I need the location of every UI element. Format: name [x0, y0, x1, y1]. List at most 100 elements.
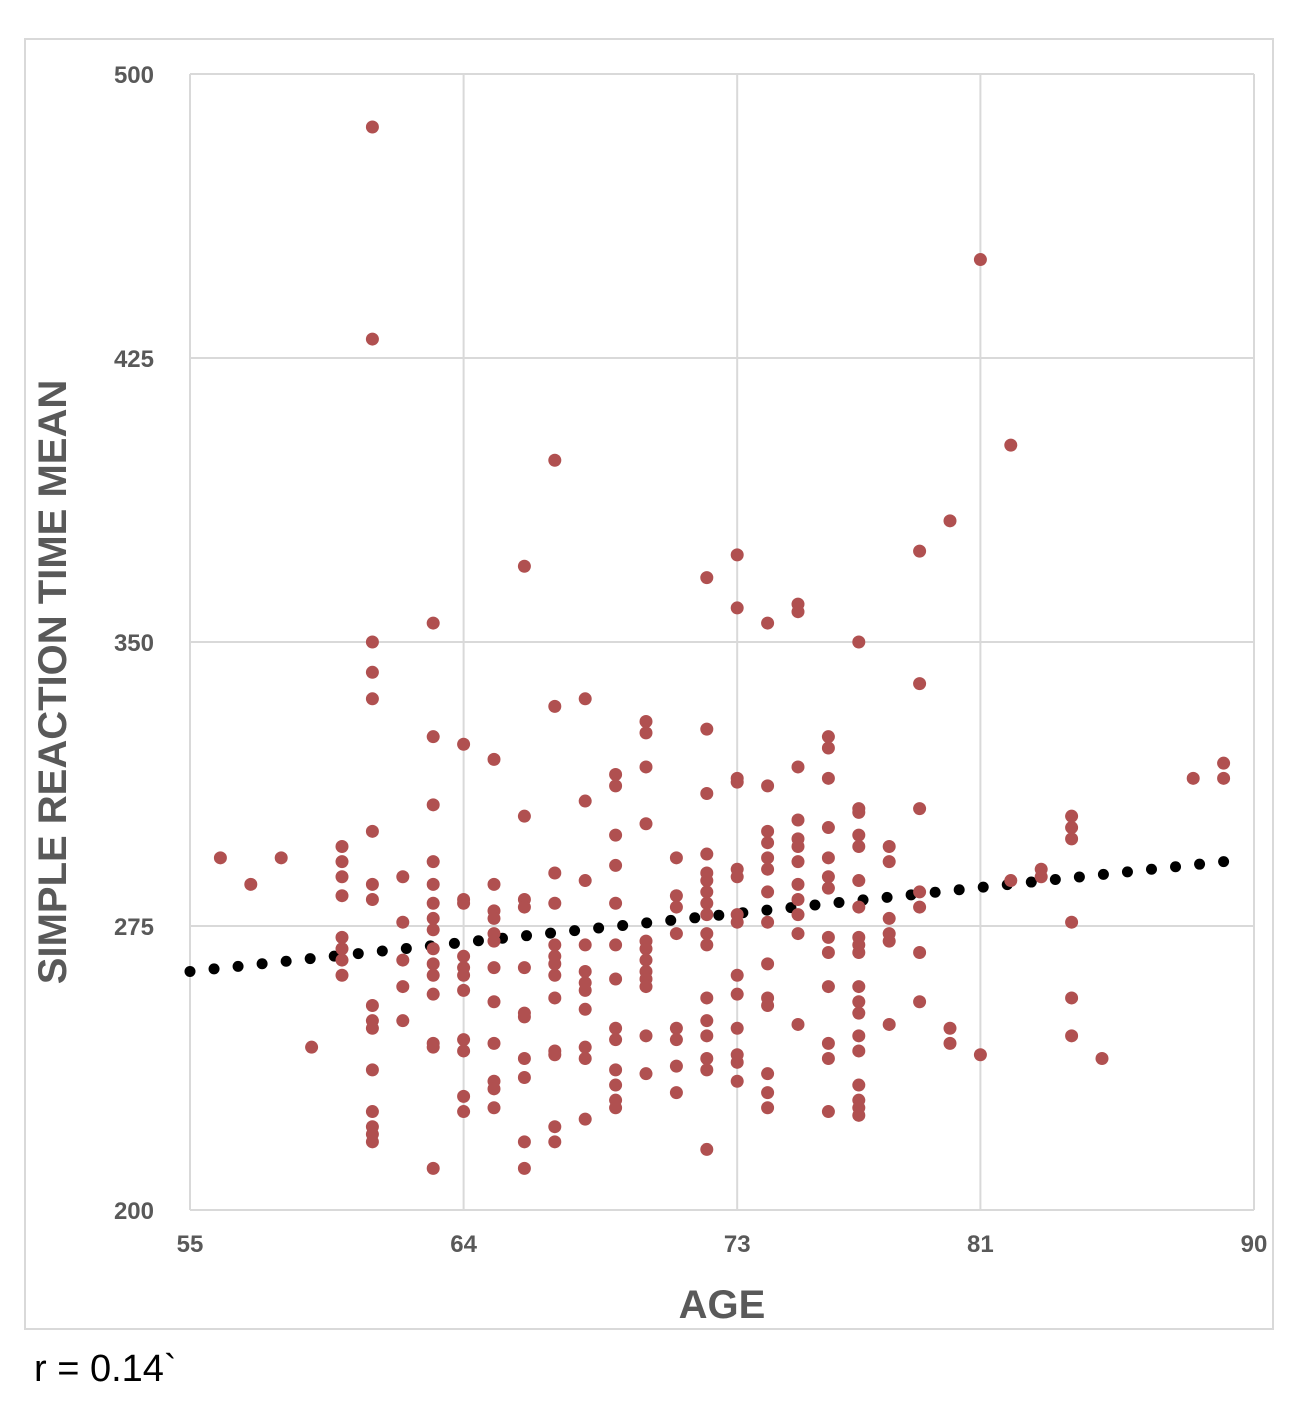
trendline-dot [881, 891, 893, 903]
data-point [821, 821, 835, 835]
data-point [274, 851, 288, 865]
data-point [821, 741, 835, 755]
trendline-dot [1121, 866, 1133, 878]
trendline-dot [665, 914, 677, 926]
data-point [669, 1086, 683, 1100]
data-point [730, 987, 744, 1001]
data-point [335, 839, 349, 853]
data-point [821, 946, 835, 960]
data-point [609, 896, 623, 910]
data-point [639, 760, 653, 774]
data-point [609, 1021, 623, 1035]
y-tick-label: 275 [114, 914, 154, 941]
data-point [700, 1052, 714, 1066]
x-tick-label: 73 [724, 1231, 751, 1258]
data-point [365, 1105, 379, 1119]
data-point [335, 870, 349, 884]
trendline-dot [977, 881, 989, 893]
data-point [548, 453, 562, 467]
data-point [396, 953, 410, 967]
data-point [1186, 771, 1200, 785]
chart-frame [24, 38, 1274, 1330]
data-point [669, 851, 683, 865]
data-point [426, 968, 440, 982]
data-point [852, 839, 866, 853]
data-point [700, 908, 714, 922]
data-point [882, 839, 896, 853]
data-points [213, 120, 1231, 1175]
data-point [852, 635, 866, 649]
data-point [1065, 809, 1079, 823]
data-point [426, 616, 440, 630]
data-point [365, 1135, 379, 1149]
trendline-dot [208, 963, 220, 975]
data-point [457, 983, 471, 997]
data-point [761, 957, 775, 971]
data-point [669, 1059, 683, 1073]
trendline-dot [304, 953, 316, 965]
data-point [487, 1036, 501, 1050]
data-point [517, 559, 531, 573]
data-point [1065, 1029, 1079, 1043]
data-point [700, 874, 714, 888]
trendline-dot [1145, 863, 1157, 875]
data-point [913, 802, 927, 816]
data-point [913, 946, 927, 960]
trendline-dot [1170, 861, 1182, 873]
trendline-dot [593, 922, 605, 934]
data-point [821, 1052, 835, 1066]
trendline-dot [761, 904, 773, 916]
data-point [639, 715, 653, 729]
data-point [335, 889, 349, 903]
data-point [426, 923, 440, 937]
data-point [457, 949, 471, 963]
data-point [730, 1055, 744, 1069]
data-point [365, 999, 379, 1013]
data-point [335, 855, 349, 869]
data-point [913, 900, 927, 914]
data-point [426, 855, 440, 869]
data-point [517, 900, 531, 914]
trendline-dot [280, 955, 292, 967]
data-point [852, 805, 866, 819]
data-point [487, 934, 501, 948]
data-point [365, 1063, 379, 1077]
data-point [669, 900, 683, 914]
data-point [700, 1063, 714, 1077]
data-point [609, 938, 623, 952]
trendline-dot [545, 927, 557, 939]
data-point [609, 972, 623, 986]
data-point [791, 839, 805, 853]
data-point [943, 514, 957, 528]
trendline-dot [1218, 856, 1230, 868]
trendline-dot [232, 960, 244, 972]
data-point [578, 874, 592, 888]
data-point [730, 548, 744, 562]
data-point [761, 1101, 775, 1115]
data-point [821, 851, 835, 865]
data-point [761, 862, 775, 876]
data-point [700, 938, 714, 952]
trendline-dot [400, 942, 412, 954]
data-point [913, 995, 927, 1009]
trendline-dot [833, 896, 845, 908]
data-point [639, 1067, 653, 1081]
y-axis-title: SIMPLE REACTION TIME MEAN [31, 380, 75, 984]
data-point [365, 665, 379, 679]
data-point [609, 768, 623, 782]
trendline-dot [1073, 871, 1085, 883]
data-point [700, 927, 714, 941]
data-point [700, 847, 714, 861]
data-point [426, 730, 440, 744]
data-point [548, 991, 562, 1005]
trendline-dot [617, 919, 629, 931]
data-point [487, 995, 501, 1009]
data-point [517, 961, 531, 975]
data-point [578, 1002, 592, 1016]
trendline-dot [256, 958, 268, 970]
data-point [578, 983, 592, 997]
data-point [852, 900, 866, 914]
trendline-dot [376, 945, 388, 957]
data-point [396, 980, 410, 994]
data-point [852, 980, 866, 994]
